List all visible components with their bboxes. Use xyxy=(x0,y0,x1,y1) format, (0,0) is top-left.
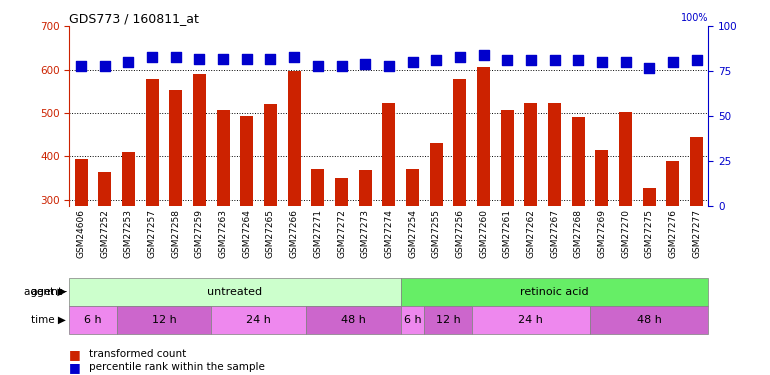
Point xyxy=(336,63,348,69)
Bar xyxy=(311,170,324,206)
Point xyxy=(99,63,111,69)
Point xyxy=(572,57,584,63)
Bar xyxy=(524,104,537,206)
Point xyxy=(75,63,87,69)
Point xyxy=(359,61,371,67)
Point xyxy=(477,52,490,58)
Text: 24 h: 24 h xyxy=(246,315,271,325)
Text: untreated: untreated xyxy=(207,286,263,297)
Text: time ▶: time ▶ xyxy=(31,315,65,325)
Point xyxy=(619,59,631,65)
Text: GDS773 / 160811_at: GDS773 / 160811_at xyxy=(69,12,199,25)
Point xyxy=(312,63,324,69)
Bar xyxy=(400,306,424,334)
Bar xyxy=(400,278,708,306)
Bar xyxy=(477,67,490,206)
Point xyxy=(407,59,419,65)
Text: ■: ■ xyxy=(69,348,81,361)
Bar xyxy=(99,172,112,206)
Point xyxy=(430,57,442,63)
Bar xyxy=(383,104,395,206)
Bar xyxy=(69,306,116,334)
Point xyxy=(383,63,395,69)
Point xyxy=(264,56,276,62)
Point xyxy=(548,57,561,63)
Point xyxy=(241,56,253,62)
Bar xyxy=(595,150,608,206)
Text: percentile rank within the sample: percentile rank within the sample xyxy=(89,363,264,372)
Bar xyxy=(424,306,472,334)
Point xyxy=(691,57,703,63)
Point xyxy=(193,56,206,62)
Text: retinoic acid: retinoic acid xyxy=(521,286,589,297)
Text: transformed count: transformed count xyxy=(89,350,186,359)
Point xyxy=(524,57,537,63)
Point xyxy=(454,54,466,60)
Bar xyxy=(500,110,514,206)
Text: ■: ■ xyxy=(69,361,81,374)
Point xyxy=(169,54,182,60)
Text: agent ▶: agent ▶ xyxy=(24,286,65,297)
Text: 12 h: 12 h xyxy=(152,315,176,325)
Bar xyxy=(169,90,182,206)
Point xyxy=(288,54,300,60)
Bar xyxy=(359,170,372,206)
Bar xyxy=(454,79,467,206)
Text: 100%: 100% xyxy=(681,13,708,22)
Bar xyxy=(472,306,590,334)
Bar xyxy=(643,189,656,206)
Bar xyxy=(571,117,584,206)
Bar xyxy=(690,137,703,206)
Point xyxy=(501,57,514,63)
Text: 6 h: 6 h xyxy=(84,315,102,325)
Text: 12 h: 12 h xyxy=(436,315,460,325)
Bar xyxy=(288,71,300,206)
Bar xyxy=(146,79,159,206)
Point xyxy=(146,54,159,60)
Bar xyxy=(264,104,277,206)
Bar xyxy=(211,306,306,334)
Bar xyxy=(193,74,206,206)
Bar xyxy=(216,110,229,206)
Bar xyxy=(666,161,679,206)
Bar xyxy=(306,306,400,334)
Point xyxy=(217,56,229,62)
Bar xyxy=(619,112,632,206)
Text: 24 h: 24 h xyxy=(518,315,544,325)
Text: 48 h: 48 h xyxy=(341,315,366,325)
Text: 6 h: 6 h xyxy=(403,315,421,325)
Bar xyxy=(122,152,135,206)
Bar xyxy=(69,278,400,306)
Bar xyxy=(335,178,348,206)
Bar xyxy=(548,104,561,206)
Point xyxy=(667,59,679,65)
Bar xyxy=(406,170,419,206)
Point xyxy=(122,59,135,65)
Bar xyxy=(240,117,253,206)
Bar xyxy=(75,159,88,206)
Text: 48 h: 48 h xyxy=(637,315,661,325)
Bar xyxy=(430,143,443,206)
Point xyxy=(643,64,655,70)
Bar xyxy=(116,306,211,334)
Bar xyxy=(590,306,708,334)
Point xyxy=(596,59,608,65)
Text: agent: agent xyxy=(31,286,63,297)
